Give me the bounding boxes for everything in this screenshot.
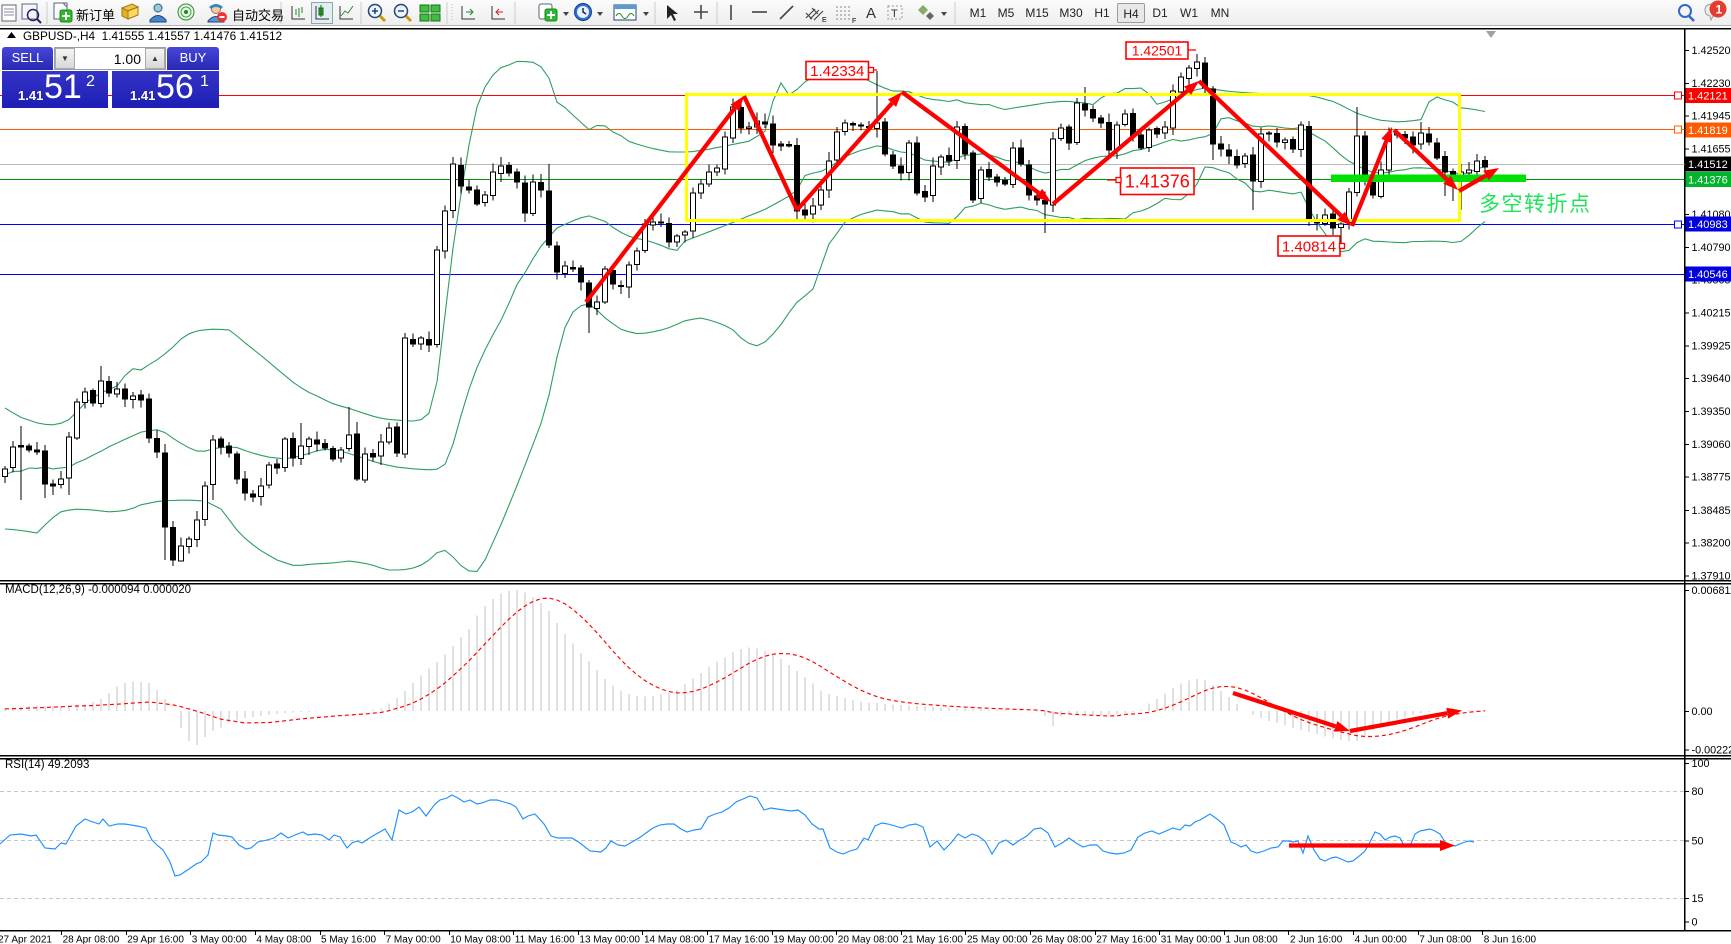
svg-text:1.40215: 1.40215: [1692, 308, 1731, 320]
svg-text:4 May 08:00: 4 May 08:00: [256, 935, 311, 944]
svg-text:25 May 00:00: 25 May 00:00: [967, 935, 1028, 944]
svg-text:1 Jun 08:00: 1 Jun 08:00: [1225, 935, 1278, 944]
svg-text:1.41376: 1.41376: [1125, 172, 1190, 192]
svg-text:RSI(14) 49.2093: RSI(14) 49.2093: [5, 759, 89, 771]
svg-text:1.39640: 1.39640: [1692, 373, 1731, 385]
svg-text:28 Apr 08:00: 28 Apr 08:00: [63, 935, 120, 944]
svg-text:1.39060: 1.39060: [1692, 439, 1731, 451]
svg-text:1.40983: 1.40983: [1688, 219, 1728, 231]
svg-text:0: 0: [1692, 917, 1698, 929]
svg-text:1.40546: 1.40546: [1688, 269, 1728, 281]
svg-text:1.41376: 1.41376: [1688, 174, 1728, 186]
svg-text:17 May 16:00: 17 May 16:00: [709, 935, 770, 944]
svg-text:T: T: [891, 8, 898, 20]
svg-text:1.38200: 1.38200: [1692, 537, 1731, 549]
svg-text:1.42121: 1.42121: [1688, 90, 1728, 102]
svg-text:21 May 16:00: 21 May 16:00: [902, 935, 963, 944]
svg-text:E: E: [822, 17, 827, 24]
svg-text:1.40790: 1.40790: [1692, 242, 1731, 254]
svg-text:1.37910: 1.37910: [1692, 570, 1731, 582]
svg-text:5 May 16:00: 5 May 16:00: [321, 935, 376, 944]
svg-text:3 May 00:00: 3 May 00:00: [192, 935, 247, 944]
svg-text:19 May 00:00: 19 May 00:00: [773, 935, 834, 944]
svg-text:GBPUSD-,H4 1.41555 1.41557 1.: GBPUSD-,H4 1.41555 1.41557 1.41476 1.415…: [23, 29, 282, 43]
svg-text:1.40814: 1.40814: [1282, 238, 1336, 255]
svg-text:13 May 00:00: 13 May 00:00: [579, 935, 640, 944]
svg-text:1.41655: 1.41655: [1692, 143, 1731, 155]
svg-text:11 May 16:00: 11 May 16:00: [515, 935, 575, 944]
svg-text:1.39925: 1.39925: [1692, 341, 1731, 353]
svg-text:1.41819: 1.41819: [1688, 125, 1728, 137]
svg-text:14 May 08:00: 14 May 08:00: [644, 935, 705, 944]
svg-text:31 May 00:00: 31 May 00:00: [1161, 935, 1222, 944]
svg-text:8 Jun 16:00: 8 Jun 16:00: [1484, 935, 1537, 944]
svg-text:1.42334: 1.42334: [810, 63, 864, 80]
svg-text:80: 80: [1692, 786, 1704, 798]
svg-text:7 May 00:00: 7 May 00:00: [386, 935, 441, 944]
svg-text:0.006811: 0.006811: [1692, 585, 1731, 597]
svg-text:1.41945: 1.41945: [1692, 110, 1731, 122]
svg-text:F: F: [852, 18, 856, 25]
svg-text:MACD(12,26,9) -0.000094 0.0000: MACD(12,26,9) -0.000094 0.000020: [5, 584, 191, 596]
svg-text:10 May 08:00: 10 May 08:00: [450, 935, 511, 944]
svg-text:1.42230: 1.42230: [1692, 78, 1731, 90]
svg-text:15: 15: [1692, 893, 1704, 905]
svg-text:1.41512: 1.41512: [1688, 159, 1728, 171]
svg-text:26 May 08:00: 26 May 08:00: [1032, 935, 1093, 944]
svg-text:1.39350: 1.39350: [1692, 406, 1731, 418]
svg-text:50: 50: [1692, 836, 1704, 848]
svg-text:2 Jun 16:00: 2 Jun 16:00: [1290, 935, 1343, 944]
svg-text:1.38485: 1.38485: [1692, 505, 1731, 517]
svg-text:1.42520: 1.42520: [1692, 45, 1731, 57]
svg-text:7 Jun 08:00: 7 Jun 08:00: [1419, 935, 1472, 944]
svg-text:1: 1: [1716, 3, 1723, 17]
svg-text:1.42501: 1.42501: [1132, 43, 1183, 59]
svg-text:27 May 16:00: 27 May 16:00: [1096, 935, 1157, 944]
svg-text:100: 100: [1692, 758, 1710, 770]
svg-text:20 May 08:00: 20 May 08:00: [838, 935, 899, 944]
svg-text:0.00: 0.00: [1692, 706, 1713, 718]
svg-text:4 Jun 00:00: 4 Jun 00:00: [1355, 935, 1408, 944]
svg-text:27 Apr 2021: 27 Apr 2021: [0, 935, 52, 944]
svg-text:A: A: [866, 5, 876, 22]
svg-text:1.38775: 1.38775: [1692, 472, 1731, 484]
svg-text:29 Apr 16:00: 29 Apr 16:00: [127, 935, 184, 944]
svg-text:-0.002227: -0.002227: [1692, 745, 1731, 757]
svg-text:多空转折点: 多空转折点: [1479, 193, 1592, 216]
